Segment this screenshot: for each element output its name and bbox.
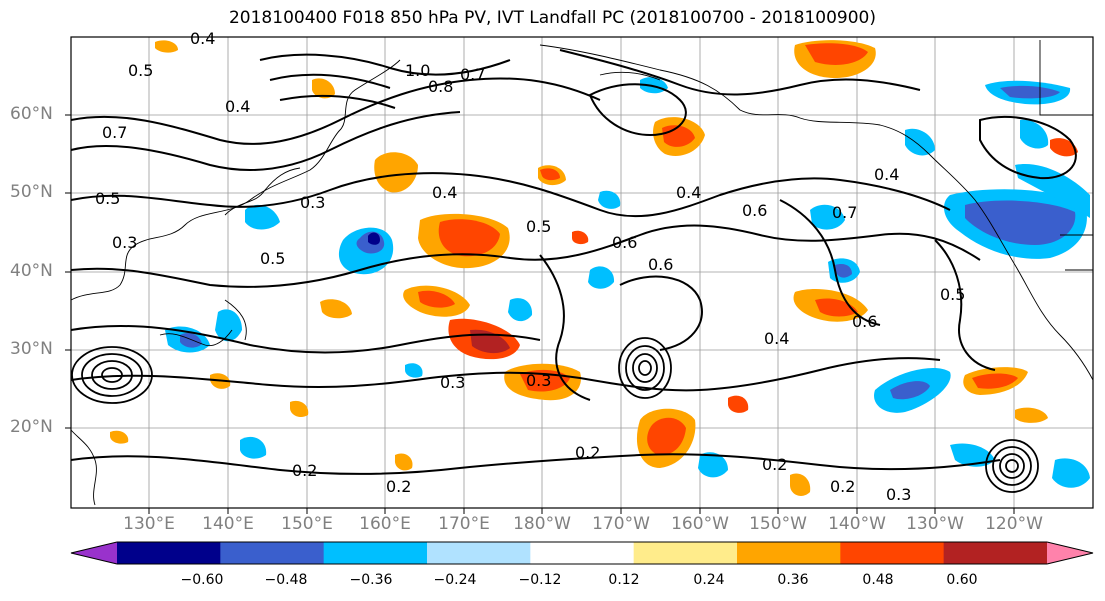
contour-label: 0.2 (575, 443, 600, 462)
colorbar-segment (840, 542, 945, 564)
colorbar-extend-low (71, 542, 117, 564)
contour-label: 0.7 (832, 203, 857, 222)
contour-label: 0.5 (95, 189, 120, 208)
contour-label: 0.5 (940, 285, 965, 304)
colorbar-tick: −0.60 (180, 572, 224, 588)
contour-label: 0.2 (292, 461, 317, 480)
colorbar-segment (943, 542, 1048, 564)
lon-label: 120°W (985, 514, 1043, 534)
contour-label: 0.4 (874, 165, 899, 184)
colorbar-tick: 0.12 (608, 572, 640, 588)
contour-label: 1.0 (405, 61, 430, 80)
colorbar-tick: 0.48 (862, 572, 894, 588)
contour-label: 0.4 (764, 329, 789, 348)
contour-label: 0.4 (432, 183, 457, 202)
colorbar-tick: −0.48 (264, 572, 308, 588)
colorbar-tick: −0.36 (349, 572, 393, 588)
contour-label: 0.5 (260, 249, 285, 268)
colorbar-segment (220, 542, 325, 564)
pv-contours (70, 49, 1077, 475)
contour-label: 0.6 (612, 233, 637, 252)
colorbar-extend-high (1047, 542, 1093, 564)
lat-label: 30°N (10, 339, 53, 359)
lat-label: 20°N (10, 417, 53, 437)
colorbar-segment (117, 542, 221, 564)
colorbar-tick: −0.12 (518, 572, 562, 588)
contour-label: 0.3 (526, 371, 551, 390)
lon-label: 140°W (828, 514, 886, 534)
lon-label: 170°W (592, 514, 650, 534)
colorbar-tick: −0.24 (433, 572, 477, 588)
contour-label: 0.6 (648, 255, 673, 274)
lon-label: 160°W (671, 514, 729, 534)
contour-label: 0.5 (526, 217, 551, 236)
colorbar-tick: 0.36 (777, 572, 809, 588)
contour-label: 0.6 (742, 201, 767, 220)
cyclone-rings (71, 337, 1039, 493)
colorbar-segment (530, 542, 635, 564)
contour-label: 0.4 (225, 97, 250, 116)
contour-label: 0.7 (460, 65, 485, 84)
contour-label: 0.2 (830, 477, 855, 496)
contour-label: 0.2 (762, 455, 787, 474)
colorbar-tick: 0.60 (946, 572, 978, 588)
contour-label: 0.6 (852, 312, 877, 331)
contour-label: 0.8 (428, 77, 453, 96)
axis-ticks (65, 114, 1015, 514)
contour-label: 0.3 (886, 485, 911, 504)
lon-label: 130°E (123, 514, 175, 534)
contour-label: 0.4 (676, 183, 701, 202)
contour-label: 0.5 (128, 61, 153, 80)
contour-label: 0.7 (102, 123, 127, 142)
lon-label: 180°W (513, 514, 571, 534)
contour-label: 0.4 (190, 29, 215, 48)
colorbar-segment (633, 542, 738, 564)
lat-label: 40°N (10, 261, 53, 281)
lat-label: 50°N (10, 182, 53, 202)
colorbar-segment (427, 542, 531, 564)
colorbar-segment (323, 542, 428, 564)
contour-label: 0.3 (440, 373, 465, 392)
contour-label: 0.3 (112, 233, 137, 252)
colorbar-tick: 0.24 (693, 572, 725, 588)
contour-label-group: 0.4 0.5 1.0 0.8 0.7 0.4 0.7 0.5 0.3 0.3 … (95, 29, 965, 504)
lat-label: 60°N (10, 104, 53, 124)
contour-label: 0.2 (386, 477, 411, 496)
colorbar-segment (737, 542, 841, 564)
lon-label: 130°W (906, 514, 964, 534)
lon-label: 160°E (359, 514, 411, 534)
lon-label: 140°E (202, 514, 254, 534)
lon-label: 170°E (438, 514, 490, 534)
chart-title: 2018100400 F018 850 hPa PV, IVT Landfall… (228, 8, 876, 28)
lon-label: 150°E (281, 514, 333, 534)
contour-label: 0.3 (300, 193, 325, 212)
lon-label: 150°W (749, 514, 807, 534)
